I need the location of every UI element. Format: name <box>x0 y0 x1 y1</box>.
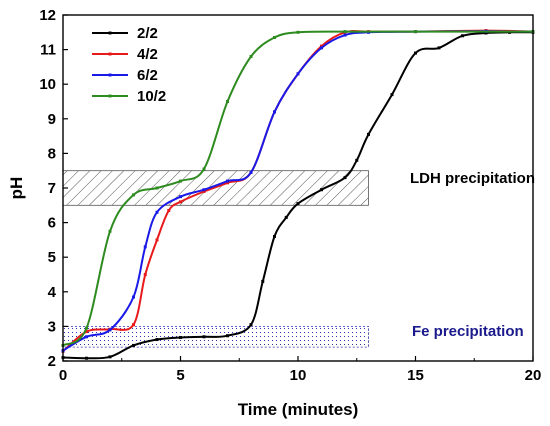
data-point <box>390 93 394 97</box>
x-tick-label: 10 <box>290 367 307 384</box>
data-point <box>143 273 147 276</box>
legend-item: 4/2 <box>92 46 158 63</box>
data-point <box>132 193 135 197</box>
data-point <box>261 279 265 283</box>
y-tick-label: 6 <box>48 215 56 232</box>
data-point <box>249 323 253 327</box>
data-point <box>85 356 88 360</box>
data-point <box>343 33 347 37</box>
ldh-precipitation-label: LDH precipitation <box>410 170 535 187</box>
data-point <box>437 46 441 50</box>
y-tick-label: 12 <box>39 7 56 24</box>
legend-item: 2/2 <box>92 25 158 42</box>
x-tick-label: 20 <box>525 367 542 384</box>
data-point <box>343 30 347 34</box>
y-tick-label: 7 <box>48 180 56 197</box>
legend-marker <box>108 52 112 56</box>
data-point <box>155 338 159 342</box>
x-tick-label: 0 <box>59 367 67 384</box>
data-point <box>343 176 347 180</box>
data-point <box>179 335 182 339</box>
data-point <box>296 72 300 76</box>
y-tick-label: 2 <box>48 353 56 370</box>
legend-label: 2/2 <box>137 25 158 42</box>
x-axis-title: Time (minutes) <box>238 400 359 419</box>
data-point <box>273 110 276 114</box>
y-tick-label: 9 <box>48 111 56 128</box>
data-point <box>320 46 323 50</box>
data-point <box>179 200 182 204</box>
legend-label: 10/2 <box>137 88 166 105</box>
data-point <box>226 179 229 183</box>
legend-item: 10/2 <box>92 88 166 105</box>
y-axis-title: pH <box>7 177 26 200</box>
data-point <box>143 245 147 249</box>
legend-marker <box>108 31 112 35</box>
data-point <box>273 234 276 238</box>
data-point <box>367 132 370 136</box>
y-tick-label: 10 <box>39 76 56 93</box>
data-point <box>179 179 182 183</box>
data-point <box>85 330 88 334</box>
data-point <box>202 167 206 171</box>
data-point <box>249 170 253 174</box>
data-point <box>249 55 253 59</box>
data-point <box>85 335 88 339</box>
series-10-2 <box>61 30 535 347</box>
data-point <box>202 335 206 339</box>
data-point <box>132 343 135 347</box>
legend-item: 6/2 <box>92 67 158 84</box>
x-tick-label: 5 <box>176 367 184 384</box>
y-tick-label: 11 <box>40 42 56 59</box>
data-point <box>226 100 229 103</box>
data-point <box>85 326 88 330</box>
data-point <box>132 295 135 299</box>
data-point <box>484 31 488 35</box>
data-point <box>296 202 300 206</box>
data-point <box>167 208 171 212</box>
data-point <box>461 34 464 38</box>
data-point <box>108 229 112 233</box>
data-point <box>284 215 288 219</box>
legend-marker <box>108 94 112 98</box>
data-point <box>226 181 229 185</box>
legend-label: 6/2 <box>137 67 158 84</box>
data-point <box>202 189 206 193</box>
data-point <box>108 328 112 332</box>
data-point <box>202 188 206 192</box>
series-2-2 <box>61 30 535 360</box>
data-point <box>414 51 417 55</box>
data-point <box>320 44 323 48</box>
data-point <box>355 158 359 162</box>
y-tick-label: 8 <box>48 145 56 162</box>
data-point <box>179 195 182 199</box>
legend-marker <box>108 73 112 77</box>
data-point <box>155 238 159 242</box>
legend-label: 4/2 <box>137 46 158 63</box>
data-point <box>414 30 417 34</box>
data-point <box>320 188 323 192</box>
data-point <box>273 35 276 39</box>
series-line <box>62 31 534 360</box>
data-point <box>296 30 300 34</box>
data-point <box>226 334 229 338</box>
y-tick-label: 3 <box>48 318 56 335</box>
fe-precipitation-label: Fe precipitation <box>412 323 524 340</box>
data-point <box>132 323 135 327</box>
y-tick-label: 4 <box>48 284 57 301</box>
data-point <box>108 355 112 359</box>
y-tick-label: 5 <box>48 249 56 266</box>
data-point <box>155 186 159 190</box>
x-tick-label: 15 <box>407 367 424 384</box>
data-point <box>155 210 159 214</box>
